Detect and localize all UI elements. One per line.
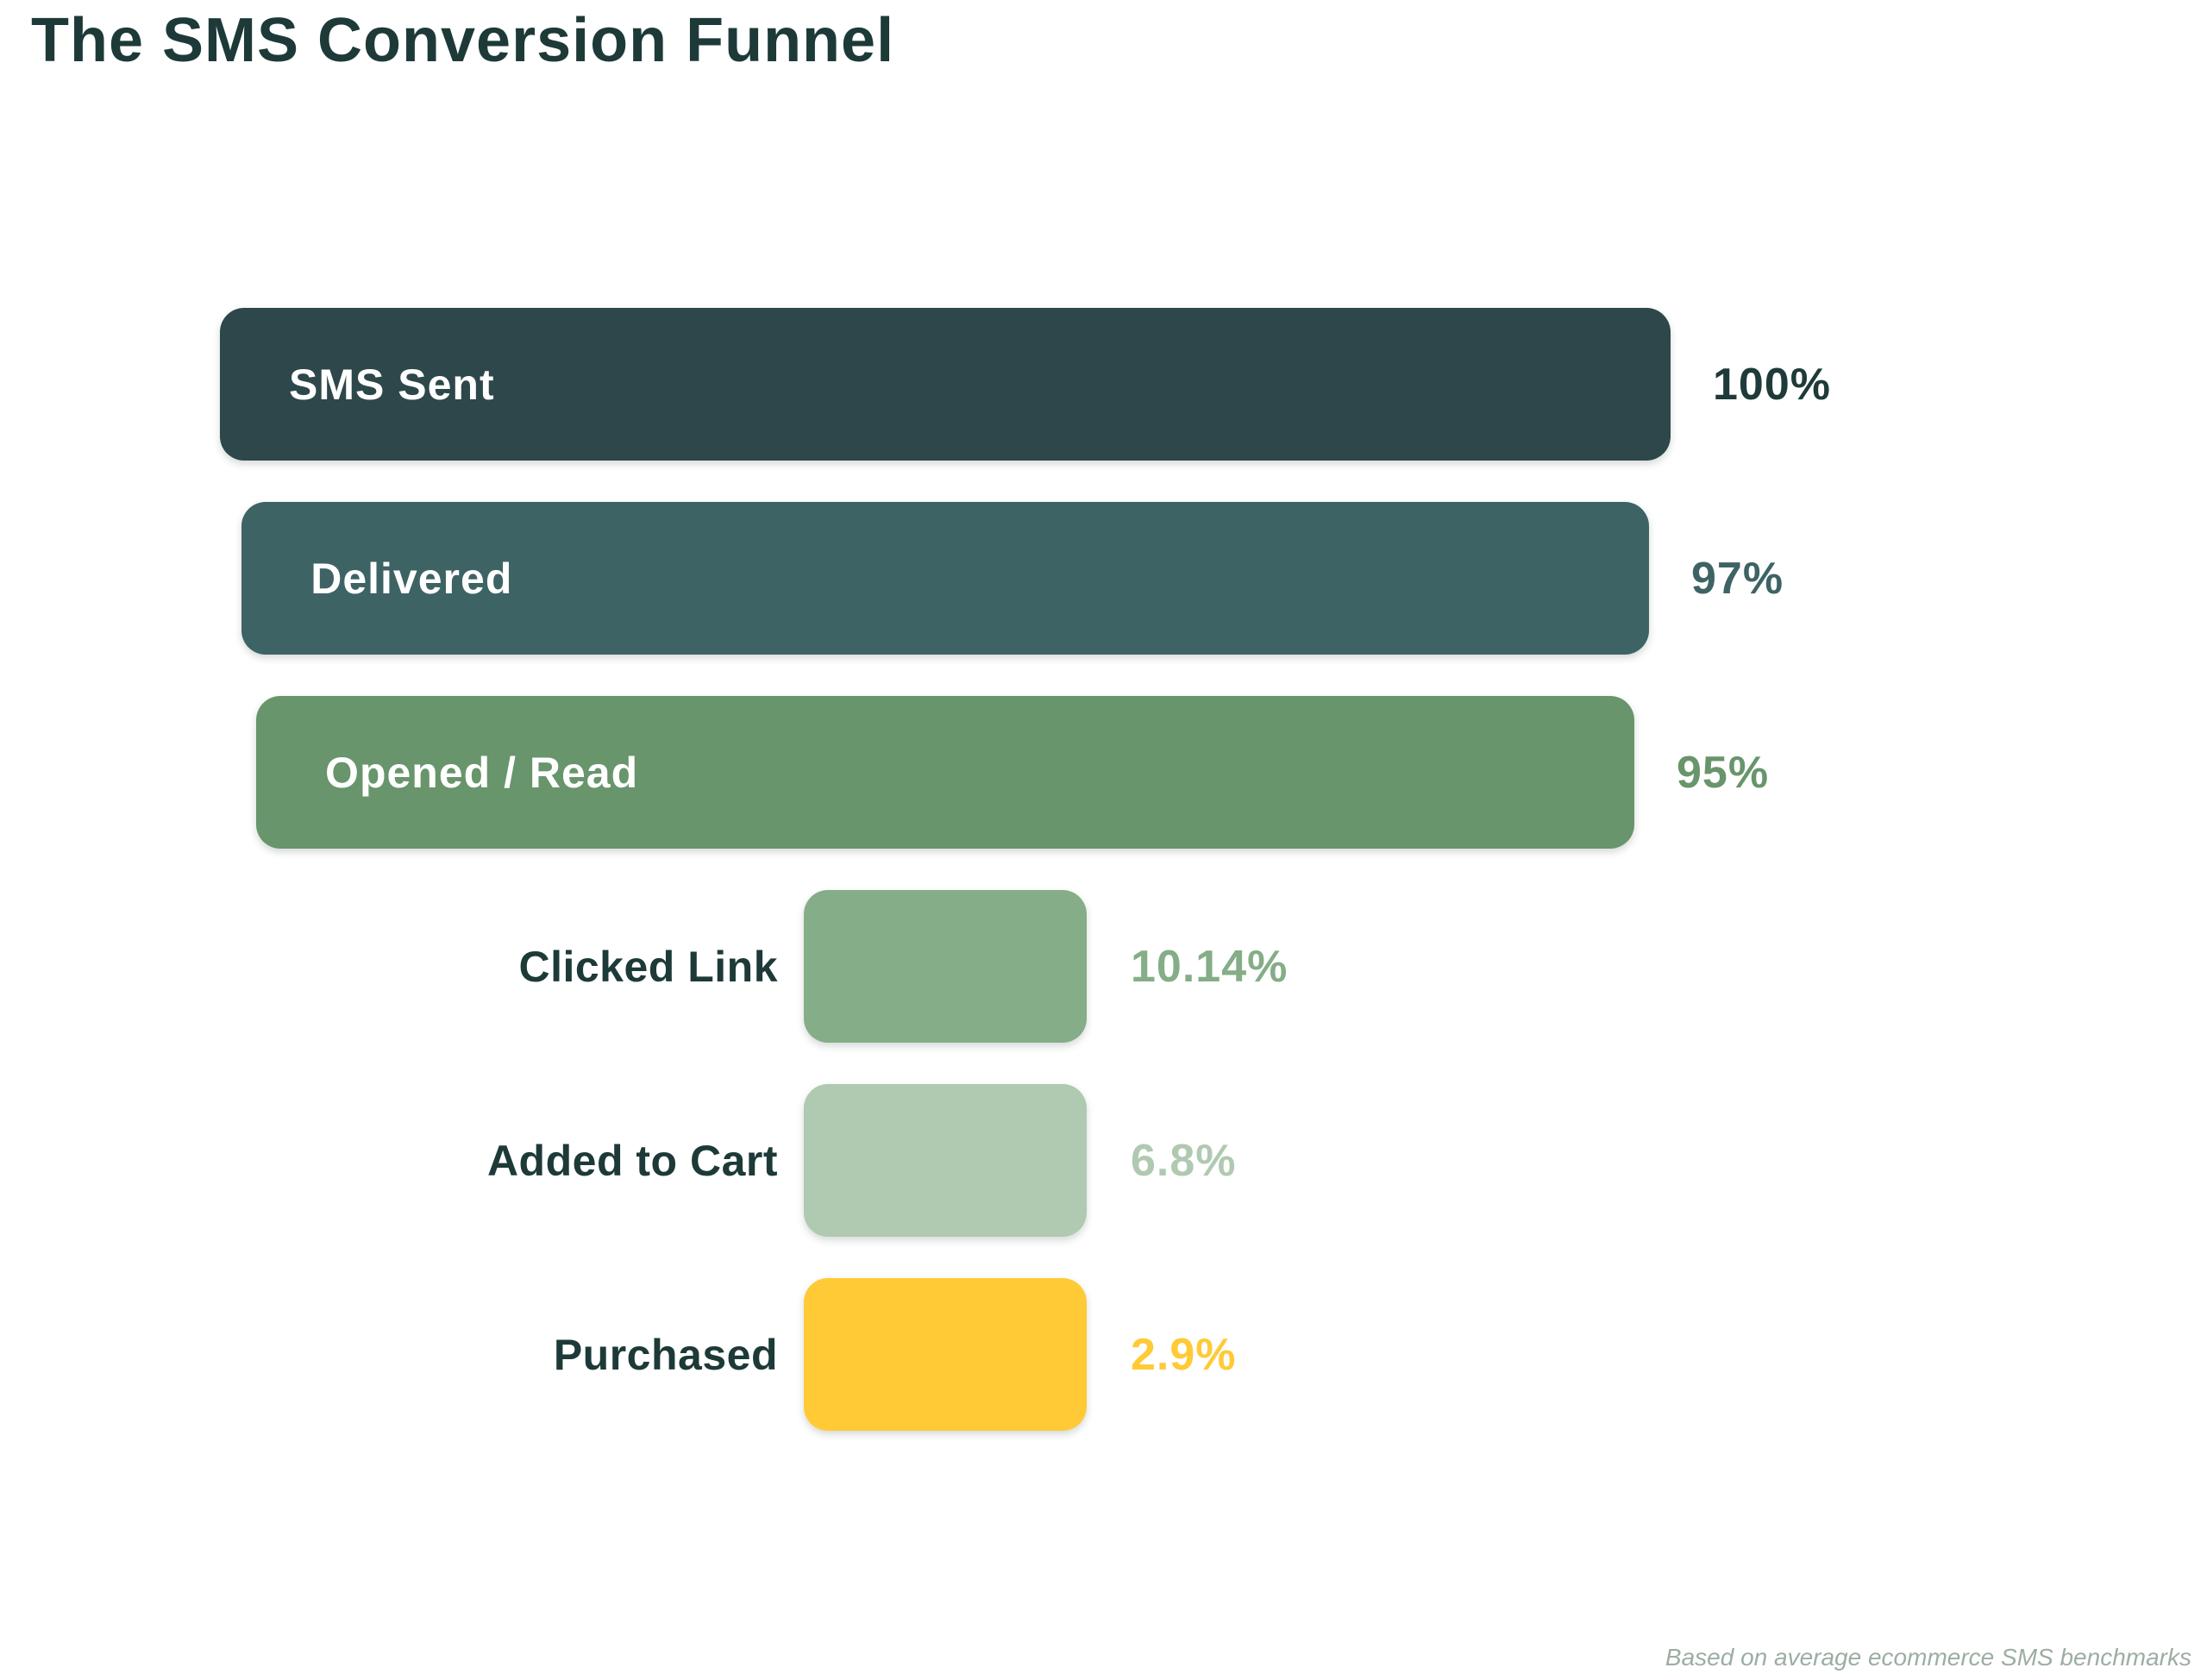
funnel-bar-clicked-link (804, 890, 1087, 1043)
percent-label-purchased: 2.9% (1131, 1329, 1237, 1380)
stage-label-clicked-link: Clicked Link (518, 942, 778, 991)
funnel-bar-added-to-cart (804, 1084, 1087, 1237)
funnel-row-clicked-link: Clicked Link 10.14% (220, 890, 1671, 1043)
percent-label-sms-sent: 100% (1713, 359, 1831, 410)
stage-label-opened-read: Opened / Read (325, 748, 639, 797)
funnel-row-delivered: Delivered 97% (220, 502, 1783, 655)
funnel-row-opened-read: Opened / Read 95% (220, 696, 1768, 849)
chart-title: The SMS Conversion Funnel (31, 6, 895, 75)
funnel-row-purchased: Purchased 2.9% (220, 1278, 1671, 1431)
funnel-row-added-to-cart: Added to Cart 6.8% (220, 1084, 1671, 1237)
stage-label-delivered: Delivered (310, 554, 513, 603)
funnel-chart: SMS Sent 100% Delivered 97% Opened / Rea… (220, 308, 1830, 1472)
percent-label-clicked-link: 10.14% (1131, 941, 1288, 992)
footnote: Based on average ecommerce SMS benchmark… (1665, 1644, 2191, 1671)
funnel-row-sms-sent: SMS Sent 100% (220, 308, 1830, 461)
percent-label-added-to-cart: 6.8% (1131, 1135, 1237, 1186)
funnel-bar-opened-read: Opened / Read (256, 696, 1634, 849)
stage-label-added-to-cart: Added to Cart (486, 1136, 778, 1185)
percent-label-opened-read: 95% (1677, 747, 1770, 798)
funnel-bar-purchased (804, 1278, 1087, 1431)
funnel-bar-delivered: Delivered (241, 502, 1649, 655)
stage-label-purchased: Purchased (553, 1330, 778, 1379)
percent-label-delivered: 97% (1691, 553, 1784, 604)
stage-label-sms-sent: SMS Sent (289, 360, 495, 409)
funnel-bar-sms-sent: SMS Sent (220, 308, 1671, 461)
